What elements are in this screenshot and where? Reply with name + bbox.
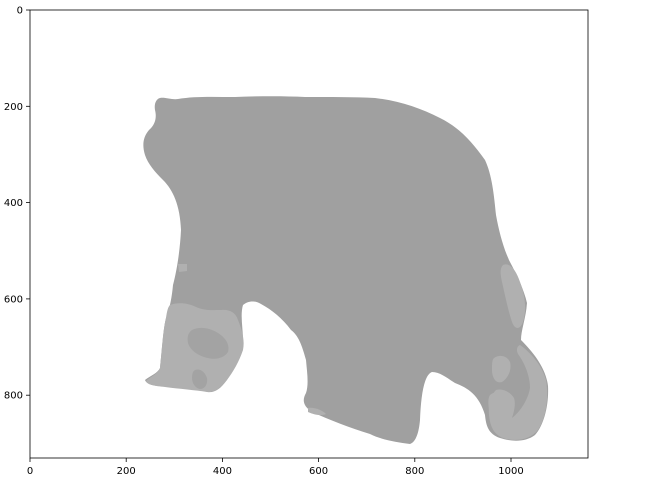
y-tick-label: 0 — [17, 6, 23, 17]
light-spot-bottom — [308, 407, 326, 416]
y-tick-label: 200 — [4, 102, 23, 113]
mask-image — [143, 96, 549, 444]
y-axis: 0 200 400 600 800 — [4, 6, 30, 402]
patch-left-leg-2 — [192, 369, 208, 389]
y-tick-label: 600 — [4, 294, 23, 305]
y-tick-label: 800 — [4, 391, 23, 402]
axes-frame — [29, 9, 589, 459]
x-axis: 0 200 400 600 800 1000 — [27, 458, 524, 477]
light-patch-right-1 — [492, 355, 511, 383]
light-patch-right-2 — [488, 392, 513, 423]
x-tick-label: 1000 — [498, 466, 523, 477]
x-tick-label: 0 — [27, 466, 33, 477]
x-tick-label: 200 — [117, 466, 136, 477]
y-tick-label: 400 — [4, 198, 23, 209]
light-region-right-edge — [500, 264, 526, 328]
x-tick-label: 800 — [405, 466, 424, 477]
x-tick-label: 400 — [213, 466, 232, 477]
patch-left-leg — [187, 327, 229, 359]
light-spot-left — [178, 264, 187, 272]
x-tick-label: 600 — [309, 466, 328, 477]
main-region — [143, 96, 549, 444]
